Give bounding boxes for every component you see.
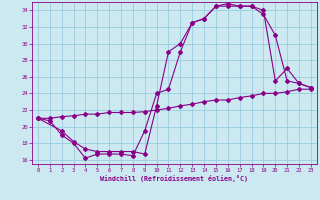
X-axis label: Windchill (Refroidissement éolien,°C): Windchill (Refroidissement éolien,°C) [100,175,248,182]
